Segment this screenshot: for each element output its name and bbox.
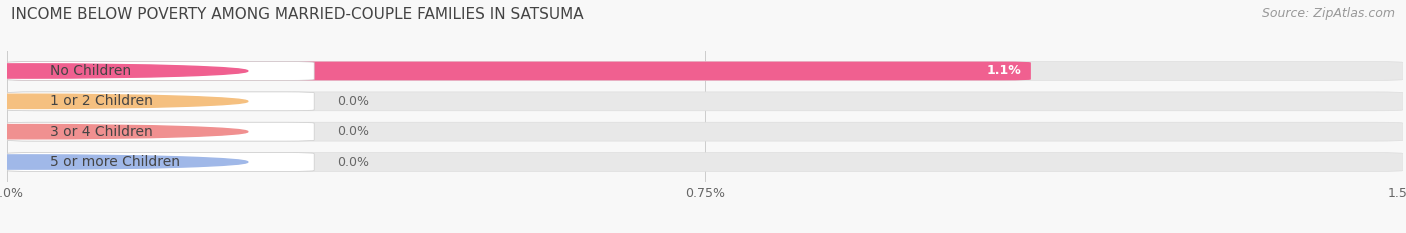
Circle shape	[0, 64, 247, 78]
Text: 5 or more Children: 5 or more Children	[51, 155, 180, 169]
FancyBboxPatch shape	[7, 122, 314, 141]
FancyBboxPatch shape	[7, 153, 314, 171]
Text: 1.1%: 1.1%	[987, 65, 1022, 78]
Text: 0.0%: 0.0%	[337, 125, 370, 138]
FancyBboxPatch shape	[7, 122, 1403, 141]
Text: INCOME BELOW POVERTY AMONG MARRIED-COUPLE FAMILIES IN SATSUMA: INCOME BELOW POVERTY AMONG MARRIED-COUPL…	[11, 7, 583, 22]
Text: 1 or 2 Children: 1 or 2 Children	[51, 94, 153, 108]
Text: Source: ZipAtlas.com: Source: ZipAtlas.com	[1261, 7, 1395, 20]
Text: 0.0%: 0.0%	[337, 155, 370, 168]
FancyBboxPatch shape	[7, 153, 1403, 171]
FancyBboxPatch shape	[7, 62, 1031, 80]
Text: 3 or 4 Children: 3 or 4 Children	[51, 125, 153, 139]
Text: No Children: No Children	[51, 64, 131, 78]
FancyBboxPatch shape	[7, 62, 314, 80]
Circle shape	[0, 94, 247, 109]
Text: 0.0%: 0.0%	[337, 95, 370, 108]
FancyBboxPatch shape	[7, 62, 1403, 80]
FancyBboxPatch shape	[7, 92, 1403, 111]
Circle shape	[0, 124, 247, 139]
FancyBboxPatch shape	[7, 92, 314, 111]
Circle shape	[0, 155, 247, 169]
